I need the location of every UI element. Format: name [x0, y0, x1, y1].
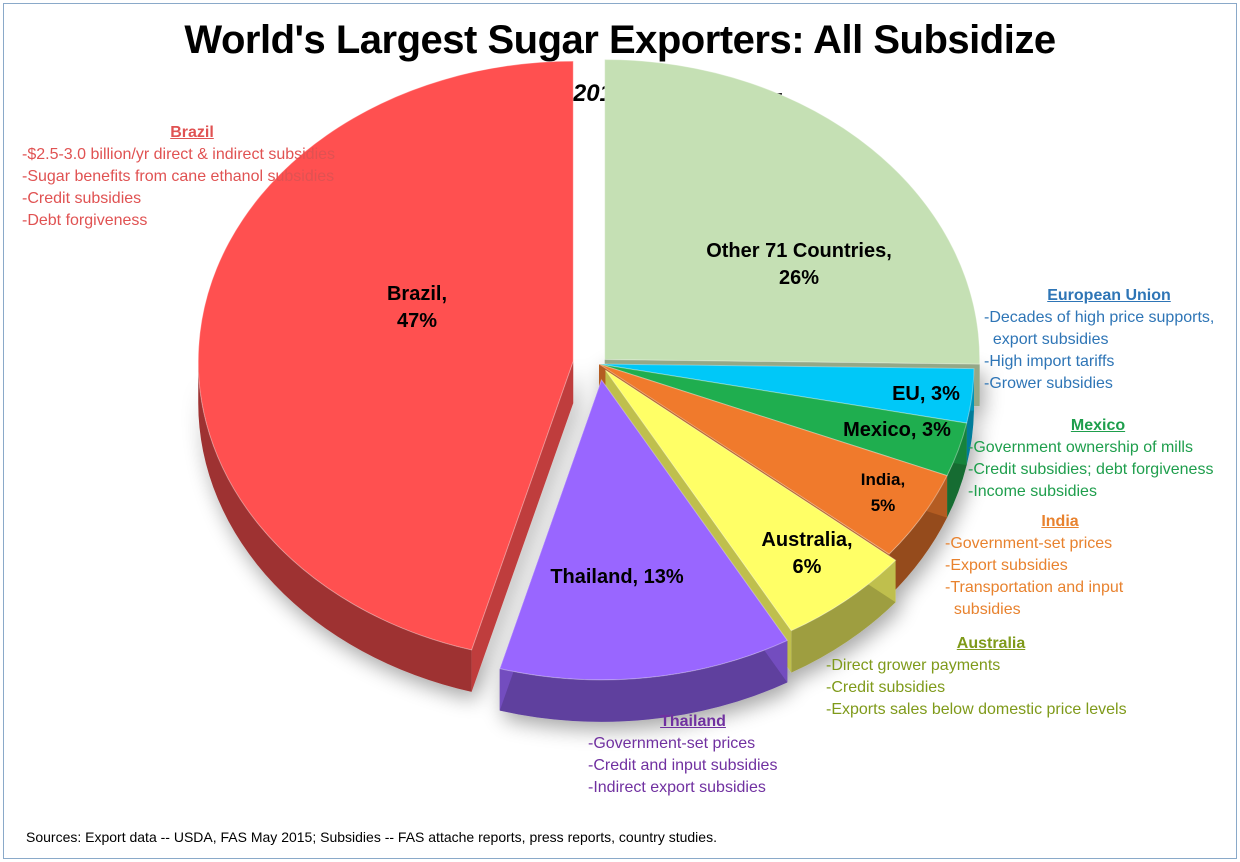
thailand-annotation-line: -Indirect export subsidies	[588, 779, 766, 796]
mexico-annotation-line: -Income subsidies	[968, 483, 1097, 500]
thailand-annotation-heading: Thailand	[660, 713, 726, 730]
slice-brazil	[197, 60, 574, 651]
slice-mexico	[598, 363, 968, 477]
slice-eu	[598, 363, 975, 424]
thailand-annotation-line: -Government-set prices	[588, 735, 756, 752]
mexico-annotation-line: -Government ownership of mills	[968, 439, 1193, 456]
slice-label-eu: EU, 3%	[892, 383, 960, 405]
india-annotation-line: subsidies	[945, 601, 1021, 618]
eu-annotation-heading: European Union	[1047, 287, 1171, 304]
thailand-annotation-line: -Credit and input subsidies	[588, 757, 778, 774]
annotation-european-union: European Union -Decades of high price sup…	[984, 285, 1234, 395]
annotation-mexico: Mexico -Government ownership of mills -Cre…	[968, 415, 1228, 503]
india-annotation-line: -Export subsidies	[945, 557, 1068, 574]
chart-frame: World's Largest Sugar Exporters: All Sub…	[3, 3, 1237, 859]
annotation-india: India -Government-set prices -Export subsi…	[945, 511, 1175, 621]
eu-annotation-line: -Grower subsidies	[984, 375, 1113, 392]
australia-annotation-line: -Exports sales below domestic price leve…	[826, 701, 1127, 718]
chart-title: World's Largest Sugar Exporters: All Sub…	[184, 18, 1056, 62]
india-annotation-line: -Government-set prices	[945, 535, 1113, 552]
pie-labels: Other 71 Countries, 26% EU, 3% Mexico, 3% In…	[387, 240, 960, 588]
slice-side-brazil	[198, 361, 574, 692]
slice-label-australia: Australia,	[761, 529, 852, 551]
slice-value-australia: 6%	[793, 556, 822, 578]
slice-other-71-countries	[604, 59, 981, 365]
eu-annotation-line: -High import tariffs	[984, 353, 1115, 370]
brazil-annotation-line: -$2.5-3.0 billion/yr direct & indirect s…	[22, 146, 336, 163]
slice-value-brazil: 47%	[397, 310, 437, 332]
brazil-annotation-heading: Brazil	[170, 124, 214, 141]
india-annotation-line: -Transportation and input	[945, 579, 1124, 596]
slice-australia	[605, 369, 897, 632]
brazil-annotation-line: -Sugar benefits from cane ethanol subsid…	[22, 168, 335, 185]
source-note: Sources: Export data -- USDA, FAS May 20…	[26, 829, 717, 845]
eu-annotation-line: -Decades of high price supports,	[984, 309, 1215, 326]
annotation-brazil: Brazil -$2.5-3.0 billion/yr direct & indi…	[22, 122, 362, 232]
slice-label-mexico: Mexico, 3%	[843, 419, 951, 441]
australia-annotation-line: -Credit subsidies	[826, 679, 946, 696]
slice-label-other-71-countries: Other 71 Countries,	[706, 240, 892, 262]
slice-india	[598, 363, 948, 555]
pie-tops	[197, 59, 981, 681]
pie-chart: Other 71 Countries, 26% EU, 3% Mexico, 3% In…	[197, 59, 981, 722]
slice-value-other-71-countries: 26%	[779, 267, 819, 289]
australia-annotation-heading: Australia	[956, 635, 1026, 652]
mexico-annotation-line: -Credit subsidies; debt forgiveness	[968, 461, 1214, 478]
slice-value-india: 5%	[871, 496, 896, 515]
brazil-annotation-line: -Debt forgiveness	[22, 212, 148, 229]
india-annotation-heading: India	[1041, 513, 1079, 530]
slice-label-thailand: Thailand, 13%	[550, 566, 684, 588]
brazil-annotation-line: -Credit subsidies	[22, 190, 142, 207]
slice-label-brazil: Brazil,	[387, 283, 447, 305]
australia-annotation-line: -Direct grower payments	[826, 657, 1001, 674]
slice-thailand	[499, 378, 789, 681]
annotation-thailand: Thailand -Government-set prices -Credit an…	[588, 711, 798, 799]
annotation-australia: Australia -Direct grower payments -Credit …	[826, 633, 1156, 721]
slice-label-india: India,	[861, 470, 905, 489]
mexico-annotation-heading: Mexico	[1070, 417, 1126, 434]
eu-annotation-line: export subsidies	[984, 331, 1109, 348]
